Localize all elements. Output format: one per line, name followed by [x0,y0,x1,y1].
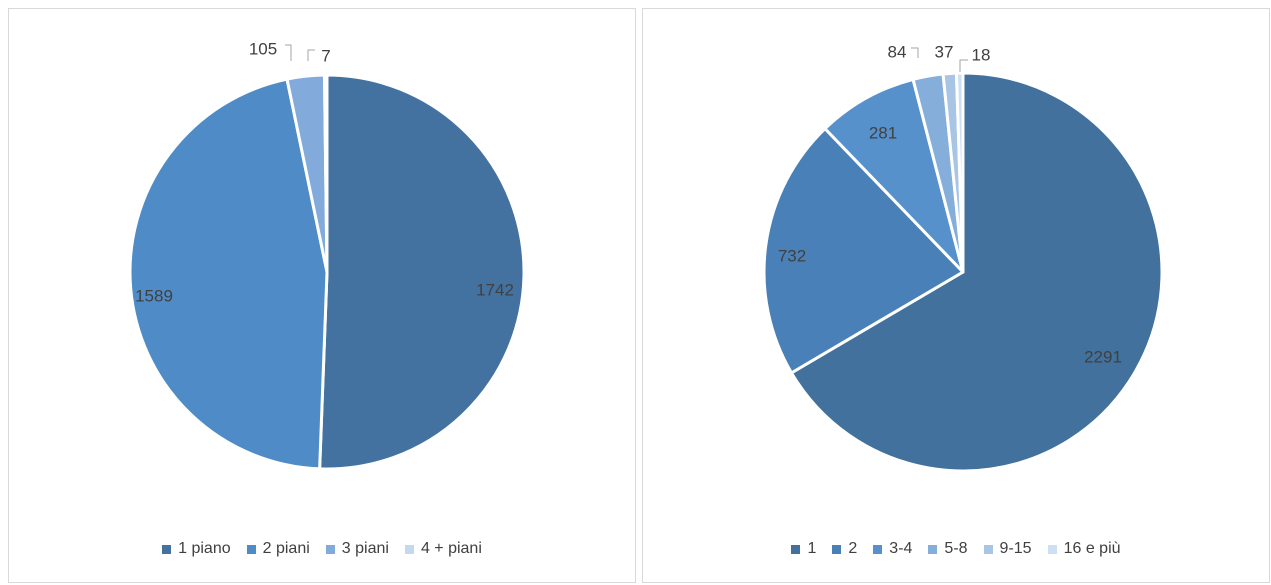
legend-label: 1 piano [178,540,231,557]
pie-slice-2-piani [128,77,329,471]
data-label: 1589 [135,286,173,305]
legend-swatch [404,544,414,554]
legend-label: 2 piani [262,540,310,557]
data-label: 1742 [476,280,514,299]
legend-swatch [162,544,172,554]
leader-line [911,47,919,58]
legend-label: 3-4 [889,540,913,557]
pie-chart-piani: 1742 1589 105 7 [128,39,526,471]
pie-slice-2 [762,127,965,375]
leader-line [285,44,292,61]
legend-label: 5-8 [944,540,968,557]
legend-item: 3-4 [873,540,912,558]
legend-swatch [791,544,801,554]
legend-swatch [873,544,883,554]
leader-line [307,49,315,61]
legend-label: 4 + piani [420,540,482,557]
data-label: 732 [778,246,806,265]
chart-panel-piani: 1742 1589 105 7 1 piano 2 piani 3 piani 4 + pi… [8,8,636,583]
legend-item: 2 [832,540,857,558]
legend-swatch [325,544,335,554]
data-label: 2291 [1084,347,1122,366]
data-label: 281 [869,123,897,142]
pie-slice-16-e-pi- [954,71,965,274]
legend-label: 16 e più [1063,540,1121,557]
legend-item: 1 [791,540,816,558]
data-label: 7 [321,46,330,65]
legend-label: 3 piani [341,540,389,557]
legend-piani: 1 piano 2 piani 3 piani 4 + piani [9,540,635,558]
legend-item: 4 + piani [404,540,482,558]
pie-chart-abitazioni: 2291 732 281 84 37 18 [762,42,1164,473]
legend-swatch [246,544,256,554]
legend-item: 5-8 [928,540,968,558]
legend-label: 1 [807,540,817,557]
data-label: 18 [972,45,991,64]
pie-slice-1 [789,71,1164,473]
legend-swatch [1047,544,1057,554]
legend-swatch [928,544,938,554]
legend-swatch [983,544,993,554]
legend-label: 2 [848,540,858,557]
data-label: 84 [888,42,907,61]
pie-slice-1-piano [318,73,526,471]
data-label: 105 [249,39,277,58]
legend-item: 1 piano [162,540,231,558]
legend-abitazioni: 1 2 3-4 5-8 9-15 16 e più [643,540,1269,558]
pie-slice-4-piani [322,73,329,274]
data-label: 37 [935,42,954,61]
legend-item: 9-15 [983,540,1032,558]
legend-item: 16 e più [1047,540,1121,558]
legend-item: 3 piani [325,540,389,558]
leader-line [959,59,968,72]
legend-label: 9-15 [999,540,1032,557]
chart-panel-abitazioni: 2291 732 281 84 37 18 1 2 3-4 5-8 9-15 16 e più [642,8,1270,583]
pie-slice-3-4 [823,77,965,274]
legend-swatch [832,544,842,554]
legend-item: 2 piani [246,540,310,558]
